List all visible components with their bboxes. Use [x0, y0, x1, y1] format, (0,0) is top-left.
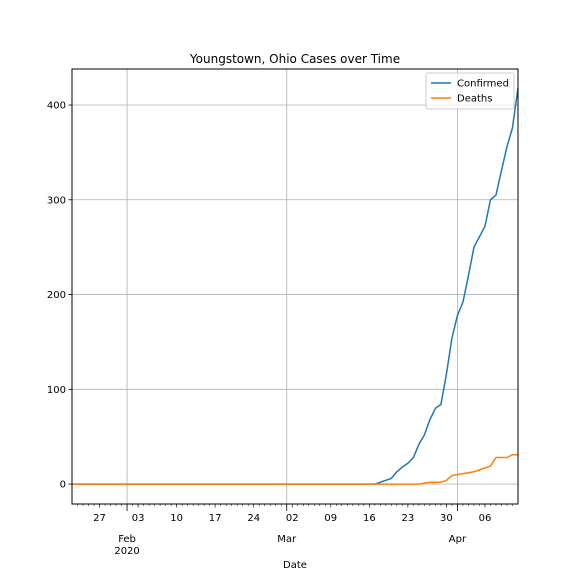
y-tick-label: 0	[60, 480, 66, 491]
y-tick-label: 200	[47, 290, 66, 301]
legend-box	[425, 72, 515, 110]
legend: Confirmed Deaths	[425, 72, 515, 110]
legend-label-confirmed: Confirmed	[457, 79, 509, 90]
x-minor-tick-label: 03	[132, 513, 145, 524]
x-minor-tick-label: 24	[247, 513, 260, 524]
x-minor-tick-label: 30	[440, 513, 453, 524]
chart-title: Youngstown, Ohio Cases over Time	[189, 52, 400, 66]
y-tick-label: 300	[47, 195, 66, 206]
x-major-tick-sublabel: 2020	[114, 546, 139, 557]
x-minor-tick-label: 23	[402, 513, 415, 524]
series-lines	[72, 87, 519, 485]
x-minor-tick-label: 16	[363, 513, 376, 524]
series-line-confirmed	[72, 87, 519, 485]
plot-frame	[71, 68, 519, 505]
x-minor-tick-label: 27	[93, 513, 106, 524]
x-axis-label: Date	[283, 560, 307, 571]
legend-label-deaths: Deaths	[457, 94, 492, 105]
x-minor-tick-label: 09	[324, 513, 337, 524]
x-minor-tick-label: 02	[286, 513, 299, 524]
y-axis: 0 100 200 300 400	[47, 101, 72, 491]
x-major-tick-label: Apr	[449, 534, 467, 545]
x-minor-tick-label: 06	[479, 513, 492, 524]
x-minor-tick-label: 17	[209, 513, 222, 524]
y-tick-label: 400	[47, 101, 66, 112]
y-tick-label: 100	[47, 385, 66, 396]
x-major-tick-label: Mar	[277, 534, 297, 545]
series-line-deaths	[72, 453, 518, 485]
x-minor-tick-label: 10	[170, 513, 183, 524]
x-major-tick-label: Feb	[118, 534, 136, 545]
